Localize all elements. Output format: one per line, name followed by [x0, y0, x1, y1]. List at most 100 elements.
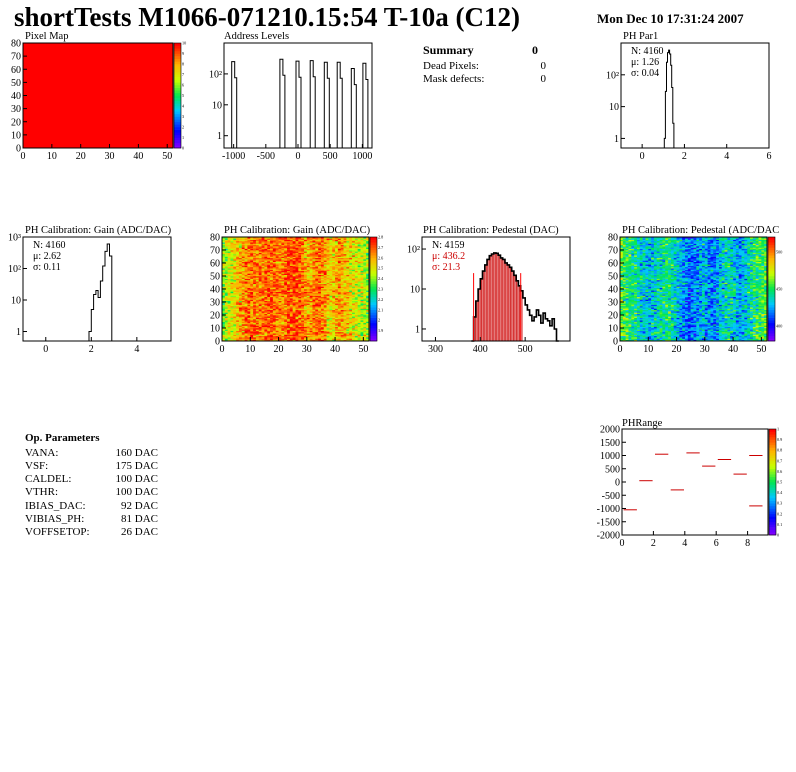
ph-range-y-axis: -2000 -1500 -1000 -500 0 500 1000 1500 2000 — [597, 425, 626, 542]
pedestal-map-y-tick-label: 50 — [608, 272, 618, 283]
ph-range-z-tick-label: 0.2 — [777, 511, 782, 516]
gain-1d-stat: N: 4160 — [33, 240, 66, 251]
ph-range-y-tick-label: -2000 — [597, 531, 620, 542]
pixel-map-y-tick-label: 50 — [11, 78, 21, 89]
ph-range-x-tick-label: 0 — [620, 538, 625, 549]
address-levels-peak — [350, 68, 357, 148]
gain-map-z-tick-label: 2.5 — [378, 266, 383, 271]
gain-map-y-tick-label: 50 — [210, 272, 220, 283]
pixel-map-y-axis: 0 10 20 30 40 50 60 70 80 — [11, 39, 27, 155]
address-levels-y-axis: 1 10 10² — [209, 69, 228, 142]
gain-map-y-tick-label: 30 — [210, 298, 220, 309]
gain-map-z-tick-label: 2.6 — [378, 255, 383, 260]
summary-panel: Summary 0 Dead Pixels: 0 Mask defects: 0 — [423, 43, 547, 85]
gain-1d-x-axis: 0 2 4 — [43, 337, 139, 355]
gain-1d-title: PH Calibration: Gain (ADC/DAC) — [25, 225, 172, 236]
ph-par1-y-tick-label: 1 — [614, 134, 619, 145]
gain-map-title: PH Calibration: Gain (ADC/DAC) — [224, 225, 371, 236]
ph-par1-frame — [620, 42, 770, 149]
pedestal-1d-x-tick-label: 300 — [428, 344, 443, 355]
ph-par1-y-axis: 1 10 10² — [606, 70, 625, 145]
ph-par1-title: PH Par1 — [623, 31, 658, 42]
ph-par1-x-tick-label: 2 — [682, 151, 687, 162]
pedestal-map-y-tick-label: 40 — [608, 285, 618, 296]
pedestal-map-y-axis: 0 10 20 30 40 50 60 70 80 — [608, 233, 624, 348]
ph-range-x-tick-label: 4 — [682, 538, 687, 549]
pedestal-map-x-tick-label: 50 — [756, 344, 766, 355]
gain-map-x-tick-label: 30 — [302, 344, 312, 355]
ph-par1-y-tick-label: 10² — [606, 70, 619, 81]
address-levels-peak — [336, 61, 343, 148]
pedestal-map-y-tick-label: 30 — [608, 298, 618, 309]
gain-map-x-tick-label: 20 — [274, 344, 284, 355]
gain-1d-y-tick-label: 10³ — [8, 233, 21, 244]
gain-map-x-tick-label: 0 — [220, 344, 225, 355]
ph-range-y-tick-label: -1000 — [597, 504, 620, 515]
address-levels-y-tick-label: 10 — [212, 100, 222, 111]
gain-1d-histogram — [88, 243, 115, 342]
ph-par1-stat: N: 4160 — [631, 46, 664, 57]
pixel-map-y-tick-label: 20 — [11, 117, 21, 128]
gain-map-y-axis: 0 10 20 30 40 50 60 70 80 — [210, 233, 226, 348]
pixel-map-z-tick-label: 9 — [182, 51, 184, 56]
op-param-voffsetop-label: VOFFSETOP: — [25, 526, 90, 538]
pedestal-1d-x-tick-label: 500 — [518, 344, 533, 355]
address-levels-frame — [223, 42, 373, 149]
pixel-map-x-axis: 0 10 20 30 40 50 — [21, 144, 172, 162]
pedestal-map-z-tick-label: 400 — [776, 324, 782, 329]
ph-range-title: PHRange — [622, 418, 663, 429]
ph-range-y-tick-label: 2000 — [600, 425, 620, 436]
ph-range-x-axis: 0 2 4 6 8 — [620, 531, 750, 549]
pixel-map-z-tick-label: 8 — [182, 62, 184, 67]
gain-map-palette: 1.9 2 2.1 2.2 2.3 2.4 2.5 2.6 2.7 2.8 — [369, 235, 384, 342]
gain-map-y-tick-label: 0 — [215, 337, 220, 348]
pedestal-map-z-tick-label: 450 — [776, 287, 782, 292]
gain-map-y-tick-label: 60 — [210, 259, 220, 270]
pixel-map-y-tick-label: 30 — [11, 104, 21, 115]
gain-map-z-tick-label: 2 — [378, 318, 380, 323]
gain-1d-chart: PH Calibration: Gain (ADC/DAC)0 2 411010²1… — [8, 225, 172, 355]
op-param-caldel-value: 100 DAC — [116, 473, 158, 485]
gain-map-y-tick-label: 10 — [210, 324, 220, 335]
op-param-vsf-value: 175 DAC — [116, 460, 158, 472]
op-param-vana-value: 160 DAC — [116, 447, 158, 459]
pixel-map-z-tick-label: 0 — [182, 146, 184, 151]
gain-map-z-tick-label: 2.3 — [378, 287, 383, 292]
ph-par1-x-tick-label: 6 — [767, 151, 772, 162]
pedestal-1d-y-tick-label: 1 — [415, 324, 420, 335]
address-levels-y-tick-label: 1 — [217, 131, 222, 142]
op-parameters-title: Op. Parameters — [25, 432, 100, 444]
ph-range-y-tick-label: 1000 — [600, 451, 620, 462]
ph-range-chart: PHRange 0 0.1 0.2 0.3 0.4 0.5 0.6 0.7 0.8 0.9 1 0 2 4 6… — [597, 418, 783, 549]
address-levels-peak — [323, 61, 330, 148]
gain-1d-y-tick-label: 1 — [16, 327, 21, 338]
pedestal-map-y-tick-label: 0 — [613, 337, 618, 348]
ph-par1-stat: σ: 0.04 — [631, 68, 659, 79]
pixel-map-z-tick-label: 6 — [182, 83, 184, 88]
pedestal-1d-title: PH Calibration: Pedestal (DAC) — [423, 225, 559, 236]
ph-range-palette: 0 0.1 0.2 0.3 0.4 0.5 0.6 0.7 0.8 0.9 1 — [768, 427, 783, 538]
gain-map-y-tick-label: 20 — [210, 311, 220, 322]
ph-range-y-tick-label: -1500 — [597, 517, 620, 528]
ph-par1-x-tick-label: 0 — [640, 151, 645, 162]
pedestal-1d-stat: μ: 436.2 — [432, 251, 465, 262]
pedestal-map-x-tick-label: 10 — [643, 344, 653, 355]
pedestal-map-y-tick-label: 60 — [608, 259, 618, 270]
pixel-map-y-tick-label: 70 — [11, 52, 21, 63]
ph-range-z-tick-label: 0.9 — [777, 437, 782, 442]
address-levels-title: Address Levels — [224, 31, 289, 42]
pedestal-map-x-tick-label: 20 — [672, 344, 682, 355]
address-levels-x-tick-label: -1000 — [222, 151, 245, 162]
ph-range-z-tick-label: 0.7 — [777, 458, 782, 463]
pixel-map-z-tick-label: 7 — [182, 72, 184, 77]
ph-range-y-tick-label: -500 — [602, 491, 620, 502]
pedestal-map-cells — [620, 237, 768, 342]
address-levels-x-tick-label: 1000 — [352, 151, 372, 162]
pedestal-map-x-axis: 0 10 20 30 40 50 — [618, 337, 766, 355]
ph-range-x-tick-label: 2 — [651, 538, 656, 549]
summary-dead-pixels-label: Dead Pixels: — [423, 60, 479, 72]
pedestal-map-y-tick-label: 20 — [608, 311, 618, 322]
gain-1d-frame — [22, 236, 172, 342]
